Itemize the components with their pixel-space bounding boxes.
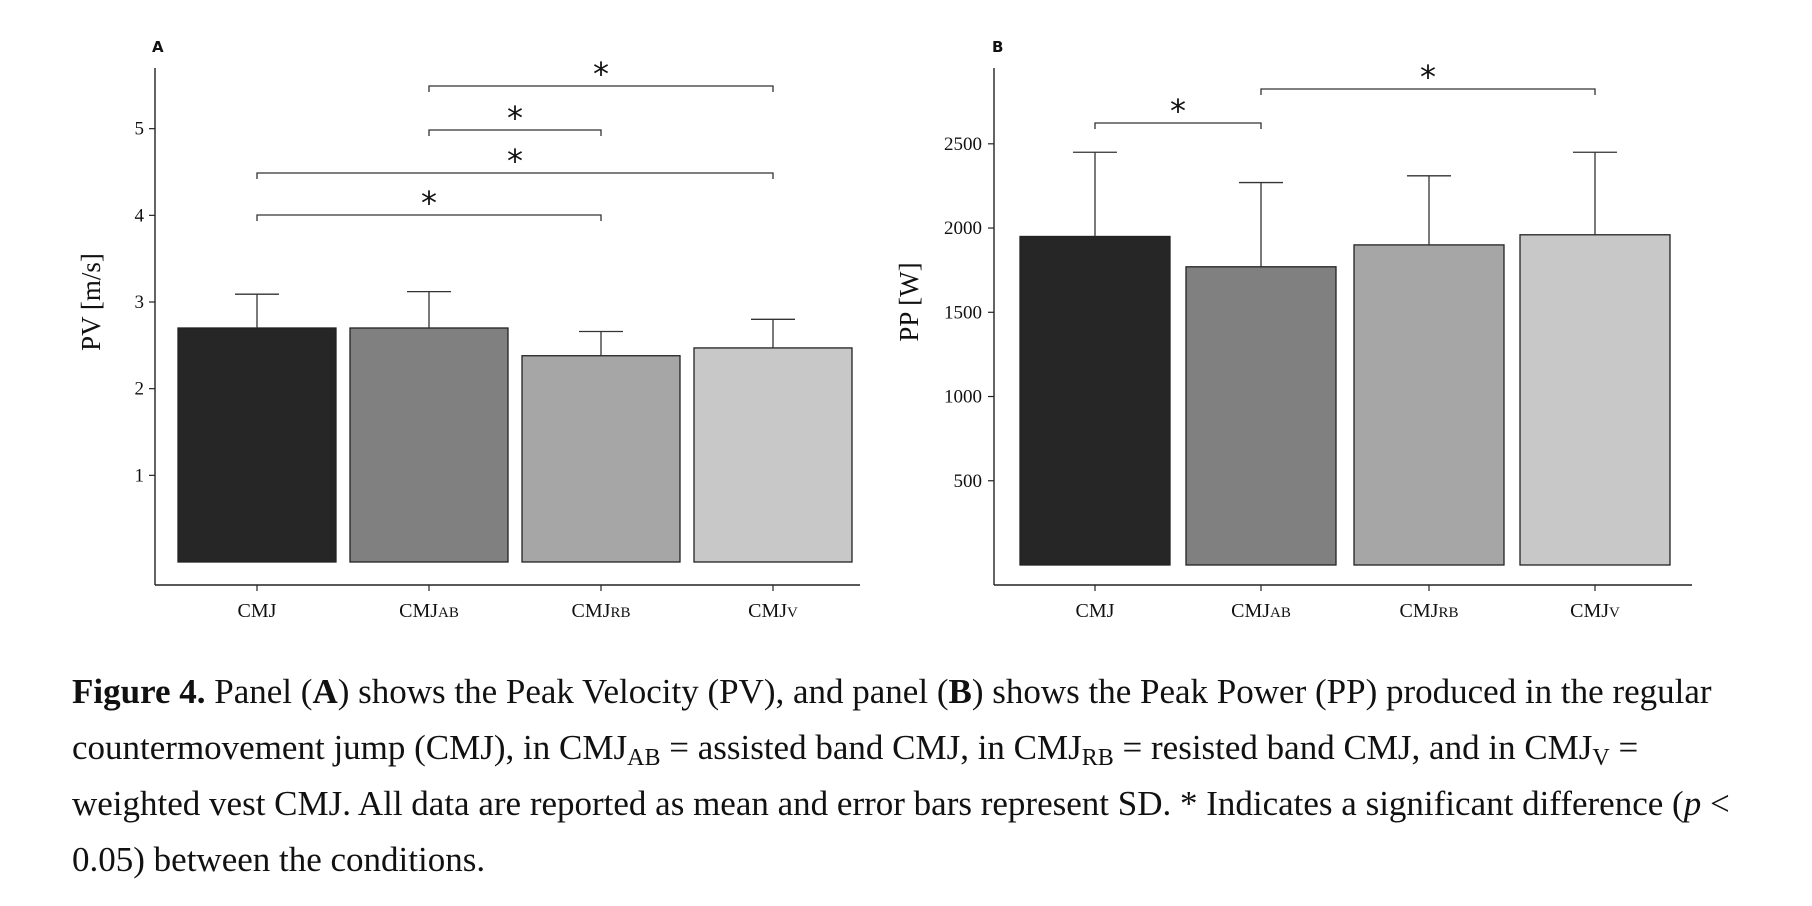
x-tick-label: CMJV	[1570, 600, 1620, 622]
caption-subscript: AB	[627, 745, 661, 771]
x-tick-label: CMJRB	[1400, 600, 1459, 622]
panel-b-pp-chart: B 500 1000 1500 2000 2500 PP [W] CMJ CMJAB CMJRB C…	[894, 38, 1692, 622]
caption-subscript: V	[1592, 745, 1610, 771]
y-tick-label: 2	[135, 379, 145, 400]
significance-star: *	[1420, 58, 1436, 96]
caption-text: Panel (	[205, 672, 313, 711]
y-tick-label: 500	[954, 471, 983, 492]
x-tick-label: CMJRB	[572, 600, 631, 622]
significance-star: *	[421, 184, 437, 222]
x-tick-label: CMJ	[238, 600, 277, 622]
y-tick-label: 2500	[944, 134, 982, 155]
significance-star: *	[507, 142, 523, 180]
caption-text: = resisted band CMJ, and in CMJ	[1113, 728, 1593, 767]
caption-text: = assisted band CMJ, in CMJ	[660, 728, 1082, 767]
panel-label: B	[992, 38, 1003, 56]
y-axis-label: PV [m/s]	[76, 253, 106, 351]
bar	[1185, 266, 1337, 566]
significance-bracket	[428, 85, 774, 92]
bar	[349, 327, 509, 563]
caption-text: = weighted vest CMJ. All data are report…	[72, 728, 1684, 823]
bar	[177, 327, 337, 563]
caption-figure-label: Figure 4.	[72, 672, 206, 711]
bar	[1519, 234, 1671, 566]
significance-bracket	[256, 214, 602, 221]
significance-bracket	[428, 129, 602, 136]
panel-a-pv-chart: A 1 2 3 4 5 PV [m/s] CMJ CMJAB CMJRB CMJV * * * *	[76, 38, 860, 622]
significance-star: *	[593, 55, 609, 93]
caption-panel-a: A	[312, 672, 338, 711]
significance-bracket	[1260, 88, 1596, 95]
bar	[1353, 244, 1505, 566]
y-tick-label: 1500	[944, 302, 982, 323]
caption-text: ) shows the Peak Power (PP) produced in …	[72, 672, 1712, 767]
y-tick-label: 5	[135, 119, 145, 140]
x-tick-label: CMJAB	[399, 600, 459, 622]
x-tick-label: CMJ	[1076, 600, 1115, 622]
significance-star: *	[507, 99, 523, 137]
x-tick-label: CMJAB	[1231, 600, 1291, 622]
figure-4: A 1 2 3 4 5 PV [m/s] CMJ CMJAB CMJRB CMJV * * * * B 500…	[76, 38, 1692, 622]
significance-bracket	[1094, 122, 1262, 129]
figure-caption: Figure 4. Panel (A) shows the Peak Veloc…	[72, 664, 1772, 888]
caption-p-italic: p	[1683, 784, 1702, 823]
bar	[1019, 235, 1171, 566]
significance-star: *	[1170, 92, 1186, 130]
x-tick-label: CMJV	[748, 600, 798, 622]
panel-label: A	[152, 38, 164, 56]
caption-subscript: RB	[1081, 745, 1114, 771]
y-tick-label: 1	[135, 465, 145, 486]
bar	[521, 355, 681, 563]
y-tick-label: 1000	[944, 387, 982, 408]
y-tick-label: 2000	[944, 218, 982, 239]
y-tick-label: 4	[135, 205, 145, 226]
caption-panel-b: B	[948, 672, 972, 711]
bar	[693, 347, 853, 563]
caption-text: < 0.05) between the conditions.	[72, 784, 1730, 879]
y-tick-label: 3	[135, 292, 145, 313]
caption-text: ) shows the Peak Velocity (PV), and pane…	[337, 672, 949, 711]
y-axis-label: PP [W]	[894, 262, 924, 341]
significance-bracket	[256, 172, 774, 179]
